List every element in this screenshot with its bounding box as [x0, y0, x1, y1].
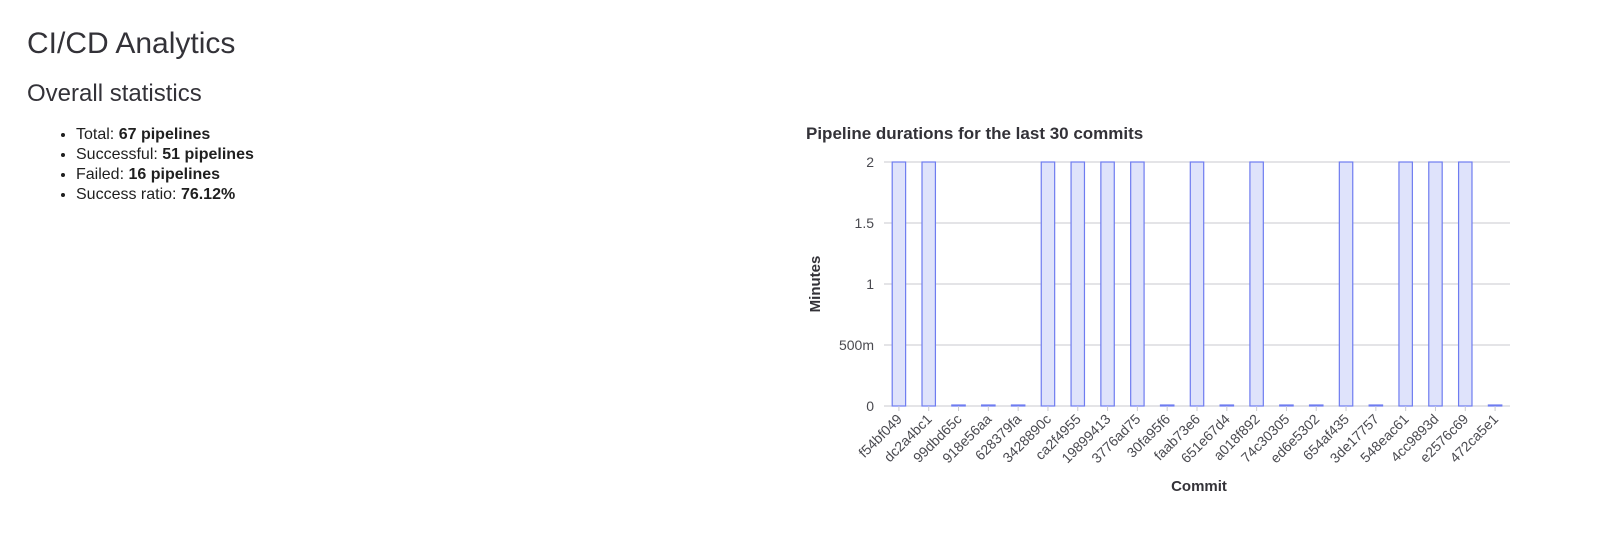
- y-tick-label: 2: [866, 154, 874, 170]
- bar: [1189, 161, 1205, 407]
- x-axis-label: Commit: [1171, 478, 1227, 495]
- bar: [891, 161, 907, 407]
- x-tick-label: 30fa95f6: [1123, 411, 1173, 461]
- stat-success-ratio-value: 76.12%: [180, 186, 236, 203]
- x-tick-label: 3de17757: [1327, 411, 1383, 467]
- y-tick-label: 0: [866, 398, 874, 414]
- x-tick-label: 99dbd65c: [910, 411, 965, 466]
- x-tick-label: e2576c69: [1417, 411, 1472, 466]
- y-tick-label: 500m: [839, 337, 874, 353]
- y-tick-labels: 0 500m 1 1.5 2: [839, 154, 874, 414]
- bar: [1428, 161, 1443, 407]
- bar: [1338, 161, 1354, 407]
- x-tick-labels: f54bf049dc2a4bc199dbd65c918e56aa628379fa…: [855, 406, 1501, 466]
- stat-total-value: 67 pipelines: [118, 126, 211, 143]
- stat-successful-value: 51 pipelines: [162, 146, 254, 163]
- bar: [1219, 404, 1235, 407]
- bar: [1308, 404, 1324, 407]
- x-tick-label: 74c30305: [1238, 411, 1293, 466]
- bar: [921, 161, 937, 407]
- bar: [1130, 161, 1145, 407]
- x-tick-label: a018f892: [1210, 411, 1263, 464]
- chart-title: Pipeline durations for the last 30 commi…: [806, 124, 1143, 143]
- x-tick-label: 19899413: [1058, 411, 1114, 467]
- bar-layer: [891, 161, 1503, 407]
- x-tick-label: 4cc9893d: [1387, 411, 1441, 465]
- stat-failed-value: 16 pipelines: [128, 166, 221, 183]
- section-title: Overall statistics: [27, 80, 202, 107]
- bar: [1159, 404, 1175, 407]
- x-tick-label: 548eac61: [1357, 411, 1412, 466]
- bar: [1070, 161, 1086, 407]
- bar: [1100, 161, 1115, 407]
- x-tick-label: f54bf049: [855, 411, 905, 461]
- x-tick-label: 654af435: [1300, 411, 1353, 464]
- stat-success-ratio: Success ratio: 76.12%: [76, 185, 254, 205]
- bar: [1398, 161, 1413, 407]
- stat-successful-label: Successful:: [76, 146, 158, 163]
- bar: [1010, 404, 1026, 407]
- x-tick-label: 918e56aa: [939, 411, 995, 467]
- stat-failed: Failed: 16 pipelines: [76, 165, 254, 185]
- x-tick-label: faab73e6: [1151, 411, 1204, 464]
- x-tick-label: 3428890c: [999, 411, 1054, 466]
- stat-success-ratio-label: Success ratio:: [76, 186, 177, 203]
- bar: [951, 404, 966, 407]
- stat-total-label: Total:: [76, 126, 115, 143]
- bar: [1279, 404, 1294, 407]
- x-tick-label: dc2a4bc1: [881, 411, 935, 465]
- bar: [1040, 161, 1056, 407]
- bar: [1487, 404, 1503, 407]
- y-tick-label: 1.5: [855, 215, 875, 231]
- x-tick-label: 3776ad75: [1088, 411, 1144, 467]
- x-tick-label: 628379fa: [972, 411, 1025, 464]
- stats-list: Total: 67 pipelines Successful: 51 pipel…: [56, 125, 254, 205]
- x-tick-label: 472ca5e1: [1446, 411, 1501, 466]
- bar: [1457, 161, 1473, 407]
- stat-successful: Successful: 51 pipelines: [76, 145, 254, 165]
- bar: [1249, 161, 1264, 407]
- bar: [981, 404, 996, 407]
- stat-total: Total: 67 pipelines: [76, 125, 254, 145]
- x-tick-label: ca2f4955: [1032, 411, 1084, 463]
- y-axis-label: Minutes: [807, 256, 824, 313]
- bar: [1368, 404, 1384, 407]
- stat-failed-label: Failed:: [76, 166, 125, 183]
- grid-layer: [884, 161, 1510, 407]
- x-tick-label: ed6e5302: [1267, 411, 1323, 467]
- page-title: CI/CD Analytics: [27, 27, 236, 60]
- y-tick-label: 1: [866, 276, 874, 292]
- x-tick-label: 651e67d4: [1178, 411, 1234, 467]
